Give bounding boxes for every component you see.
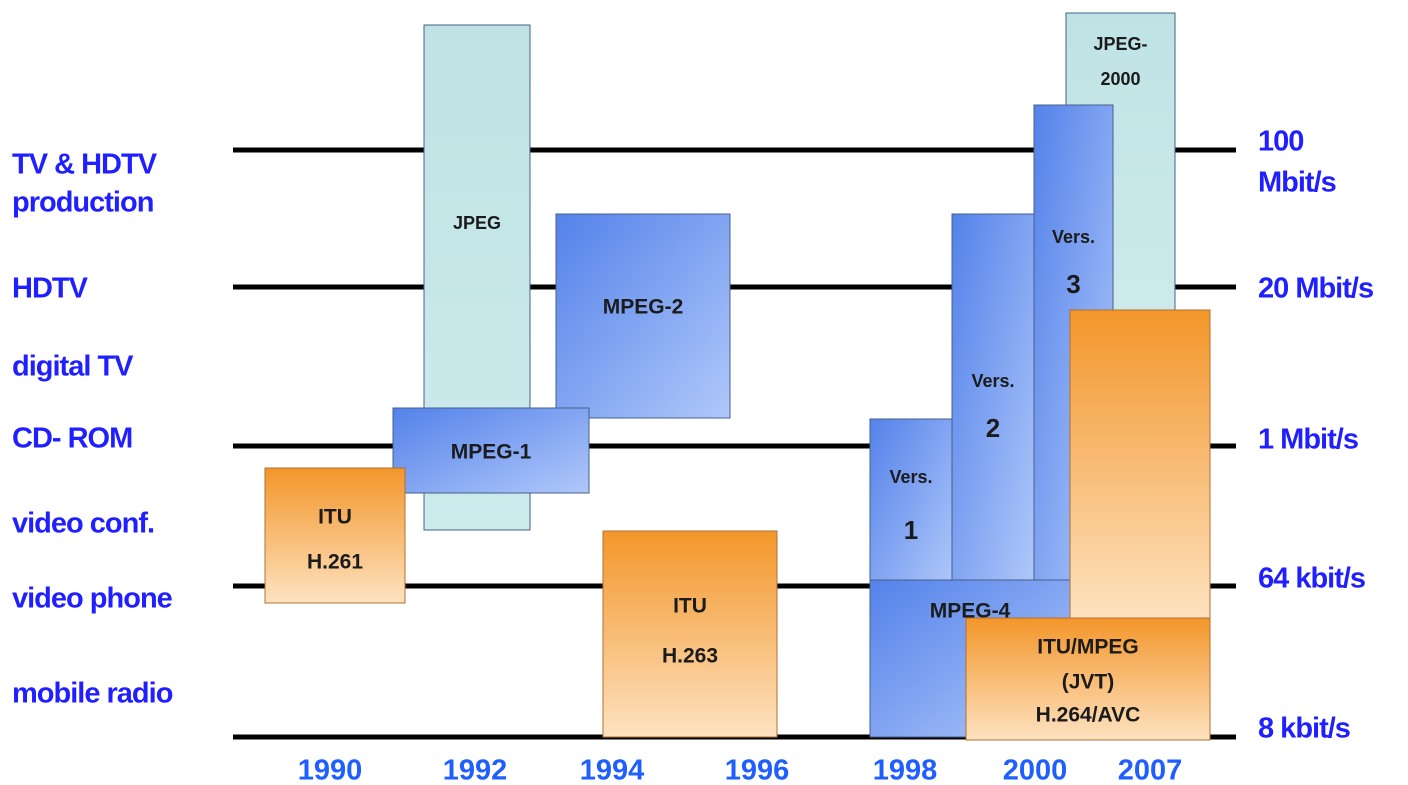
box-label: Vers. xyxy=(971,371,1014,391)
rate-label: 1 Mbit/s xyxy=(1258,424,1358,456)
box-label: H.263 xyxy=(662,645,718,668)
row-label: video conf. xyxy=(12,508,154,540)
year-label: 2007 xyxy=(1118,755,1183,785)
rate-label: 100 xyxy=(1258,126,1303,158)
boxes: JPEG MPEG-2 MPEG-1 ITU H.261 ITU H.263 JPEG- 200… xyxy=(264,12,1211,741)
box-label: MPEG-2 xyxy=(603,296,684,319)
box xyxy=(965,617,1211,741)
box xyxy=(1069,309,1211,621)
box-label: 3 xyxy=(1066,269,1080,299)
row-label: production xyxy=(12,187,153,219)
box-label: H.264/AVC xyxy=(1036,704,1141,727)
year-label: 1994 xyxy=(580,755,645,785)
year-label: 1996 xyxy=(725,755,790,785)
row-label: CD- ROM xyxy=(12,423,132,455)
row-label: mobile radio xyxy=(12,678,173,710)
box-label: 2000 xyxy=(1100,69,1140,89)
box xyxy=(602,530,778,738)
box xyxy=(555,213,731,419)
box-label: 1 xyxy=(904,515,918,545)
rate-label: 8 kbit/s xyxy=(1258,713,1350,745)
box-label: ITU xyxy=(318,506,352,529)
box-label: H.261 xyxy=(307,551,363,574)
row-label: HDTV xyxy=(12,273,89,305)
year-label: 1990 xyxy=(298,755,363,785)
box-label: MPEG-4 xyxy=(930,600,1011,623)
box-label: 2 xyxy=(986,413,1000,443)
box-label: Vers. xyxy=(889,467,932,487)
box xyxy=(869,418,953,591)
box xyxy=(392,407,590,494)
box-label: JPEG- xyxy=(1093,34,1147,54)
box xyxy=(951,213,1035,591)
row-label: digital TV xyxy=(12,351,134,383)
rate-label: 64 kbit/s xyxy=(1258,563,1365,595)
box-label: (JVT) xyxy=(1062,671,1115,694)
year-label: 1998 xyxy=(873,755,938,785)
box-label: ITU xyxy=(673,595,707,618)
rate-label: Mbit/s xyxy=(1258,167,1336,199)
row-label: video phone xyxy=(12,583,173,615)
box-label: MPEG-1 xyxy=(451,441,532,464)
year-label: 2000 xyxy=(1003,755,1068,785)
box-label: Vers. xyxy=(1052,227,1095,247)
row-label: TV & HDTV xyxy=(12,149,158,181)
box xyxy=(264,467,406,604)
box-label: JPEG xyxy=(453,213,501,233)
rate-label: 20 Mbit/s xyxy=(1258,273,1373,305)
year-label: 1992 xyxy=(443,755,508,785)
box-label: ITU/MPEG xyxy=(1037,636,1139,659)
